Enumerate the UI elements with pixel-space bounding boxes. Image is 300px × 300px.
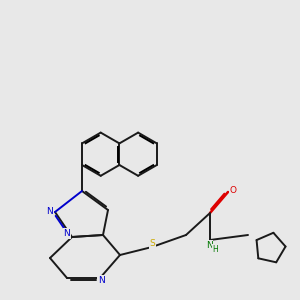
- Text: N: N: [46, 207, 53, 216]
- Text: N: N: [63, 229, 70, 238]
- Text: S: S: [150, 239, 155, 248]
- Text: H: H: [212, 245, 218, 254]
- Text: N: N: [98, 276, 105, 285]
- Text: O: O: [230, 186, 237, 195]
- Text: N: N: [206, 241, 213, 250]
